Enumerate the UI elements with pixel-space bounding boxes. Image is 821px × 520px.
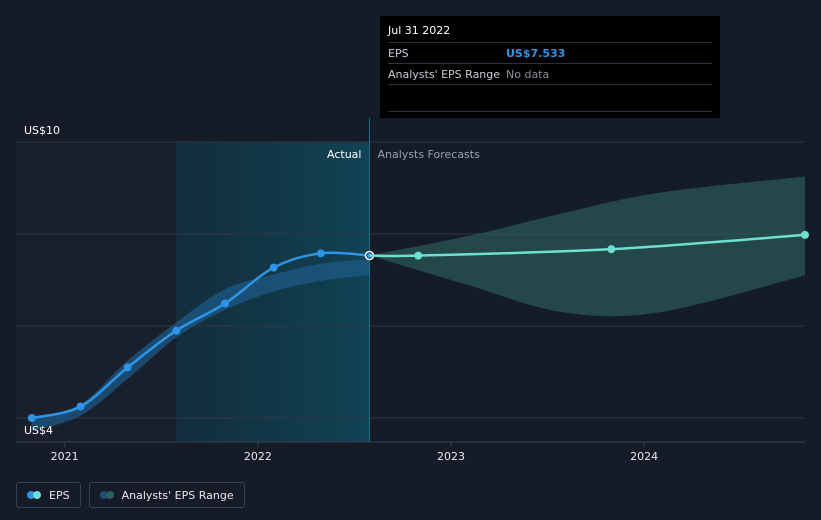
legend-item-eps-range[interactable]: Analysts' EPS Range (88, 482, 245, 508)
tooltip-range-value: No data (506, 68, 550, 81)
eps-legend-icon (27, 491, 41, 499)
eps-line (31, 251, 370, 420)
tooltip-date: Jul 31 2022 (388, 24, 712, 43)
tooltip-eps-label: EPS (388, 47, 409, 60)
eps-point[interactable] (269, 263, 278, 272)
eps-series (27, 230, 809, 422)
eps-forecast-point[interactable] (801, 230, 809, 239)
tooltip-spacer (388, 85, 712, 112)
x-tick-label: 2022 (244, 450, 272, 463)
eps-forecast-line (369, 233, 806, 258)
tooltip-row-range: Analysts' EPS Range No data (388, 64, 712, 85)
eps-point[interactable] (27, 414, 36, 422)
x-tick-label: 2023 (437, 450, 465, 463)
eps-point[interactable] (316, 249, 325, 258)
tooltip-eps-value: US$7.533 (506, 47, 566, 60)
eps-point[interactable] (172, 326, 181, 335)
eps-forecast-point[interactable] (607, 245, 616, 254)
y-axis-label-top: US$10 (24, 124, 60, 137)
highlight-region (176, 142, 370, 442)
legend-item-eps[interactable]: EPS (16, 482, 81, 508)
eps-point[interactable] (76, 402, 85, 411)
tooltip-range-label: Analysts' EPS Range (388, 68, 501, 81)
legend-label-eps-range: Analysts' EPS Range (121, 488, 234, 502)
eps-range-band-actual (31, 259, 370, 431)
y-axis-label-bottom: US$4 (24, 424, 53, 437)
eps-range-legend-icon (99, 491, 114, 499)
x-axis-ticks: 2021 2022 2023 2024 (51, 442, 658, 463)
chart-legend: EPS Analysts' EPS Range (16, 482, 245, 508)
actual-region-label: Actual (327, 148, 361, 161)
eps-forecast-point[interactable] (414, 251, 423, 260)
eps-chart: 2021 2022 2023 2024 US$10 US$4 Actual Analy… (16, 118, 809, 463)
hover-tooltip: Jul 31 2022 EPS US$7.533 Analysts' EPS R… (380, 16, 720, 118)
eps-range-bands (31, 176, 805, 431)
eps-point[interactable] (123, 363, 132, 372)
eps-range-band-forecast (369, 176, 805, 317)
x-tick-label: 2024 (630, 450, 658, 463)
forecast-region-label: Analysts Forecasts (377, 148, 480, 161)
eps-point[interactable] (221, 299, 230, 308)
tooltip-row-eps: EPS US$7.533 (388, 43, 712, 64)
x-tick-label: 2021 (51, 450, 79, 463)
legend-label-eps: EPS (49, 488, 70, 502)
